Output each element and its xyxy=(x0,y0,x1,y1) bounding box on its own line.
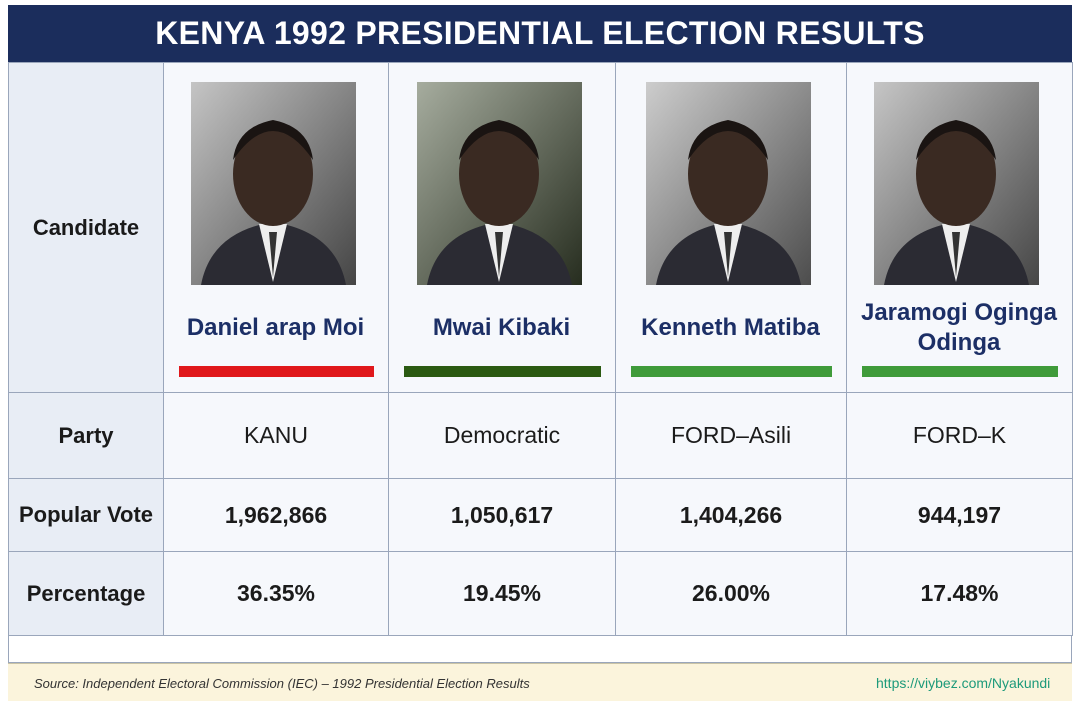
row-label: Party xyxy=(8,392,164,479)
percentage: 17.48% xyxy=(846,551,1073,636)
watermark: https://viybez.com/Nyakundi xyxy=(876,675,1051,691)
title: KENYA 1992 PRESIDENTIAL ELECTION RESULTS xyxy=(8,5,1072,62)
row-label: Candidate xyxy=(8,62,164,393)
popular-vote: 1,962,866 xyxy=(163,478,389,552)
row-label: Popular Vote xyxy=(8,478,164,552)
candidate-name: Daniel arap Moi xyxy=(186,314,365,341)
popular-vote: 1,404,266 xyxy=(615,478,847,552)
candidate-photo xyxy=(190,82,356,285)
candidate-name: Mwai Kibaki xyxy=(432,314,571,341)
spacer-row xyxy=(8,635,1072,663)
party-color-bar xyxy=(862,366,1058,377)
candidate-photo xyxy=(645,82,811,285)
party: FORD–K xyxy=(846,392,1073,479)
party: FORD–Asili xyxy=(615,392,847,479)
percentage: 19.45% xyxy=(388,551,616,636)
percentage: 36.35% xyxy=(163,551,389,636)
candidate-name: Jaramogi Oginga Odinga xyxy=(860,299,1058,356)
footer xyxy=(8,663,1072,701)
candidate-photo xyxy=(874,82,1039,285)
party-color-bar xyxy=(631,366,832,377)
percentage: 26.00% xyxy=(615,551,847,636)
candidate-name: Kenneth Matiba xyxy=(641,314,820,341)
party-color-bar xyxy=(179,366,374,377)
popular-vote: 944,197 xyxy=(846,478,1073,552)
party: KANU xyxy=(163,392,389,479)
row-label: Percentage xyxy=(8,551,164,636)
candidate-photo xyxy=(416,82,582,285)
source: Source: Independent Electoral Commission… xyxy=(34,676,530,691)
party-color-bar xyxy=(404,366,601,377)
party: Democratic xyxy=(388,392,616,479)
popular-vote: 1,050,617 xyxy=(388,478,616,552)
